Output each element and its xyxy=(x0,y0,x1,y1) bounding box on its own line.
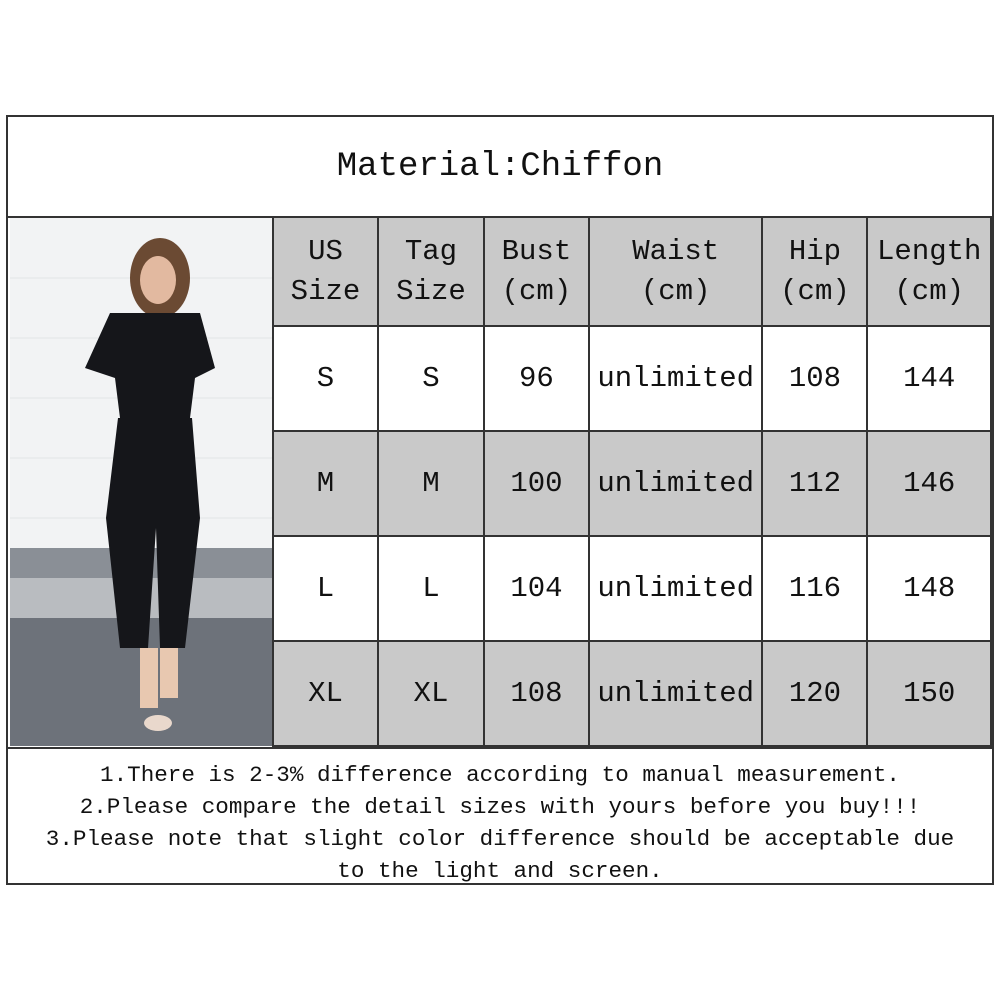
note-3-continued: to the light and screen. xyxy=(337,858,663,884)
cell: 108 xyxy=(761,325,869,432)
table-row: S S 96 unlimited 108 144 xyxy=(272,325,992,432)
cell: unlimited xyxy=(587,535,764,642)
note-2: 2.Please compare the detail sizes with y… xyxy=(79,794,921,820)
cell: 150 xyxy=(866,640,992,747)
note-3: 3.Please note that slight color differen… xyxy=(45,826,955,852)
cell: 148 xyxy=(866,535,992,642)
header-length: Length (cm) xyxy=(866,216,992,327)
header-us-size: US Size xyxy=(272,216,379,327)
cell: M xyxy=(376,430,485,537)
cell: 100 xyxy=(482,430,590,537)
size-chart: Material:Chiffon US Size Tag Size Bust (c xyxy=(6,115,994,885)
cell: L xyxy=(376,535,485,642)
cell: 112 xyxy=(761,430,869,537)
cell: XL xyxy=(272,640,379,747)
header-tag-size: Tag Size xyxy=(376,216,485,327)
material-title: Material:Chiffon xyxy=(8,117,992,218)
cell: unlimited xyxy=(587,640,764,747)
cell: unlimited xyxy=(587,430,764,537)
cell: 120 xyxy=(761,640,869,747)
cell: S xyxy=(376,325,485,432)
product-photo xyxy=(10,218,272,746)
cell: 146 xyxy=(866,430,992,537)
header-row: US Size Tag Size Bust (cm) Waist (cm) Hip (cm… xyxy=(272,216,992,327)
header-bust: Bust (cm) xyxy=(482,216,590,327)
header-hip: Hip (cm) xyxy=(761,216,869,327)
cell: S xyxy=(272,325,379,432)
cell: M xyxy=(272,430,379,537)
header-waist: Waist (cm) xyxy=(587,216,764,327)
size-table: US Size Tag Size Bust (cm) Waist (cm) Hip (cm… xyxy=(272,216,992,747)
note-1: 1.There is 2-3% difference according to … xyxy=(100,762,900,788)
cell: 104 xyxy=(482,535,590,642)
table-row: XL XL 108 unlimited 120 150 xyxy=(272,640,992,747)
table-row: L L 104 unlimited 116 148 xyxy=(272,535,992,642)
cell: 108 xyxy=(482,640,590,747)
table-row: M M 100 unlimited 112 146 xyxy=(272,430,992,537)
cell: 144 xyxy=(866,325,992,432)
cell: unlimited xyxy=(587,325,764,432)
cell: 116 xyxy=(761,535,869,642)
cell: 96 xyxy=(482,325,590,432)
cell: XL xyxy=(376,640,485,747)
notes: 1.There is 2-3% difference according to … xyxy=(8,747,992,887)
cell: L xyxy=(272,535,379,642)
